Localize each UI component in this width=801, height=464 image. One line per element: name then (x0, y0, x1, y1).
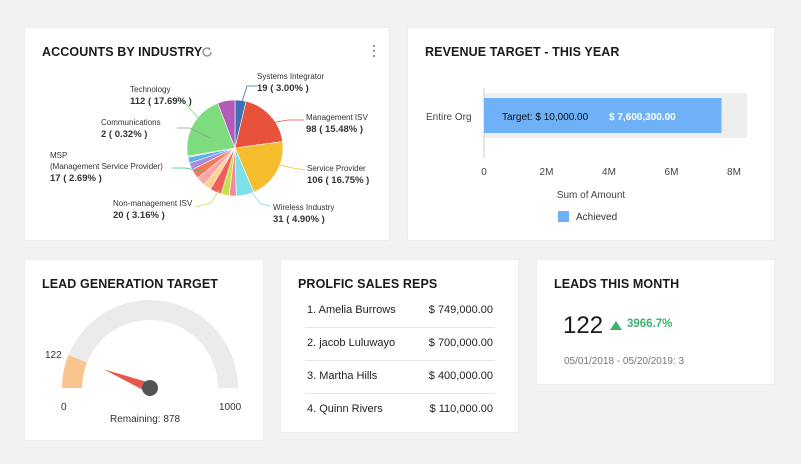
gauge-value-label: 122 (45, 350, 62, 361)
leader-non-management-isv (194, 189, 220, 208)
revenue-bar-chart: Entire Org Target: $ 10,000.00 $ 7,600,3… (426, 88, 747, 223)
label-communications-value: 2 ( 0.32% ) (101, 129, 147, 140)
gauge-hub (142, 380, 158, 396)
sales-reps-card: PROLFIC SALES REPS 1. Amelia Burrows $ 7… (281, 260, 518, 432)
label-wireless-industry-value: 31 ( 4.90% ) (273, 214, 325, 225)
gauge-needle (103, 369, 152, 393)
lead-generation-card: LEAD GENERATION TARGET 122 0 1000 Remain… (25, 260, 263, 440)
gauge-max-label: 1000 (219, 402, 242, 413)
revenue-value-label: $ 7,600,300.00 (609, 112, 676, 123)
rep-amount: $ 700,000.00 (428, 337, 493, 349)
label-non-management-isv-value: 20 ( 3.16% ) (113, 210, 165, 221)
leads-this-month-card: LEADS THIS MONTH 122 3966.7% 05/01/2018 … (537, 260, 774, 384)
legend-achieved-swatch (558, 211, 569, 222)
label-msp-value: 17 ( 2.69% ) (50, 173, 102, 184)
label-management-isv-name: Management ISV (306, 113, 368, 122)
label-msp-desc: (Management Service Provider) (50, 162, 163, 171)
revenue-axis-title: Sum of Amount (557, 190, 626, 201)
list-item: 4. Quinn Rivers $ 110,000.00 (305, 393, 495, 426)
label-wireless-industry-name: Wireless Industry (273, 203, 334, 212)
gauge-track (62, 300, 238, 388)
sales-reps-card-title: PROLFIC SALES REPS (298, 277, 438, 291)
lead-gauge-chart: 122 0 1000 Remaining: 878 (45, 300, 242, 425)
pie-slice-technology[interactable] (186, 102, 236, 157)
list-item: 2. jacob Luluwayo $ 700,000.00 (305, 327, 495, 361)
x-tick-label: 6M (665, 167, 679, 178)
label-service-provider-name: Service Provider (307, 164, 366, 173)
rep-name: 2. jacob Luluwayo (307, 337, 396, 349)
rep-name: 1. Amelia Burrows (307, 304, 396, 316)
leader-technology (176, 95, 208, 129)
rep-amount: $ 749,000.00 (428, 304, 493, 316)
refresh-icon[interactable] (201, 46, 213, 58)
revenue-achieved-bar (484, 98, 722, 133)
revenue-category-label: Entire Org (426, 112, 472, 123)
label-msp-name: MSP (50, 151, 67, 160)
accounts-by-industry-card: ACCOUNTS BY INDUSTRY Systems Integrator … (25, 28, 389, 240)
legend-achieved-label: Achieved (576, 212, 617, 223)
rep-amount: $ 110,000.00 (429, 403, 493, 415)
leader-wireless-industry (246, 186, 272, 207)
x-tick-label: 2M (540, 167, 554, 178)
rep-name: 3. Martha Hills (307, 370, 378, 382)
lead-gen-card-title: LEAD GENERATION TARGET (42, 277, 219, 291)
label-technology-value: 112 ( 17.69% ) (130, 96, 192, 107)
x-tick-label: 8M (727, 167, 741, 178)
revenue-target-label: Target: $ 10,000.00 (502, 112, 589, 123)
pie-slice-service-provider[interactable] (234, 141, 284, 193)
gauge-fill (62, 355, 87, 388)
label-communications-name: Communications (101, 118, 161, 127)
label-technology-name: Technology (130, 85, 170, 94)
gauge-min-label: 0 (61, 402, 67, 413)
x-tick-label: 4M (602, 167, 616, 178)
leads-month-value: 122 (563, 312, 604, 339)
label-systems-integrator-value: 19 ( 3.00% ) (257, 83, 309, 94)
label-non-management-isv-name: Non-management ISV (113, 199, 193, 208)
leads-month-change: 3966.7% (627, 318, 673, 330)
revenue-card-title: REVENUE TARGET - THIS YEAR (425, 45, 620, 59)
leader-management-isv (264, 119, 304, 125)
accounts-card-title: ACCOUNTS BY INDUSTRY (42, 45, 203, 59)
pie-slice-other-14[interactable] (217, 99, 236, 149)
revenue-target-card: REVENUE TARGET - THIS YEAR Entire Org Ta… (408, 28, 774, 240)
leads-month-card-title: LEADS THIS MONTH (554, 277, 680, 291)
leads-month-comparison: 05/01/2018 - 05/20/2019: 3 (564, 356, 685, 367)
industry-pie-chart: Systems Integrator 19 ( 3.00% ) Manageme… (50, 72, 369, 225)
label-service-provider-value: 106 ( 16.75% ) (307, 175, 369, 186)
rep-amount: $ 400,000.00 (428, 370, 493, 382)
more-vertical-icon[interactable] (371, 44, 377, 58)
x-tick-label: 0 (481, 167, 487, 178)
label-management-isv-value: 98 ( 15.48% ) (306, 124, 363, 135)
pie-slice-management-isv[interactable] (234, 100, 283, 149)
leader-service-provider (269, 162, 306, 171)
leader-msp (172, 167, 207, 173)
list-item: 1. Amelia Burrows $ 749,000.00 (305, 294, 495, 328)
leader-systems-integrator (239, 85, 257, 109)
rep-name: 4. Quinn Rivers (307, 403, 383, 415)
label-systems-integrator-name: Systems Integrator (257, 72, 324, 81)
up-triangle-icon (610, 321, 622, 330)
leader-communications (177, 127, 211, 139)
gauge-remaining-label: Remaining: 878 (110, 414, 180, 425)
list-item: 3. Martha Hills $ 400,000.00 (305, 360, 495, 394)
